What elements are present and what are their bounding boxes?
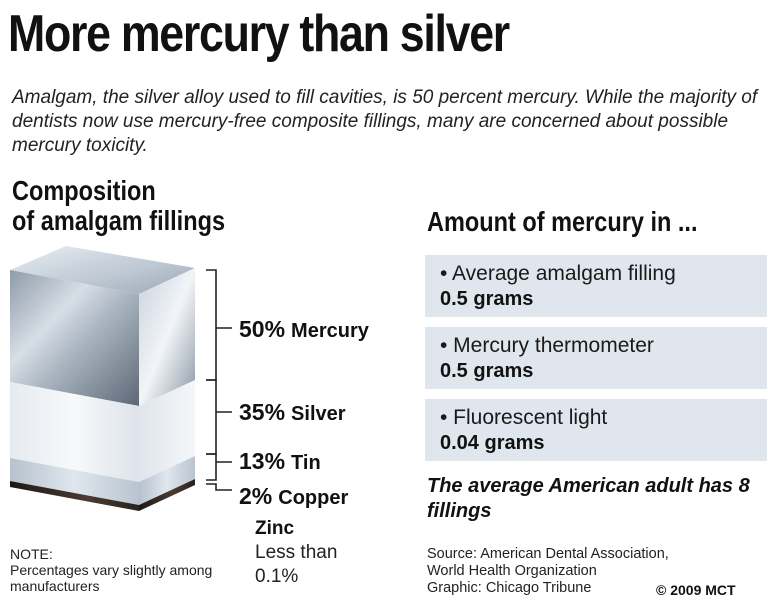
amount-item-value: 0.04 grams <box>440 432 545 454</box>
composition-heading-line2: of amalgam fillings <box>12 205 226 236</box>
mercury-name: Mercury <box>291 320 369 342</box>
amount-item-value: 0.5 grams <box>440 288 534 310</box>
mercury-percent: 50% <box>239 316 286 342</box>
zinc-value: Less than 0.1% <box>255 542 338 587</box>
graphic-credit: Graphic: Chicago Tribune <box>427 580 592 596</box>
cube-copper-layer-front <box>10 481 139 511</box>
silver-percent: 35% <box>239 399 286 425</box>
amount-item-label: • Mercury thermometer <box>440 334 654 357</box>
note-text: Percentages vary slightly among manufact… <box>10 562 213 594</box>
amount-item-label: • Fluorescent light <box>440 406 608 429</box>
tin-percent-label: 13% Tin <box>239 448 321 475</box>
source-line: World Health Organization <box>427 563 597 579</box>
zinc-label: Zinc <box>255 518 295 539</box>
composition-heading: Composition of amalgam fillings <box>12 176 225 236</box>
amount-card-thermometer: • Mercury thermometer 0.5 grams <box>425 327 767 389</box>
cube-tin-layer-front <box>10 458 139 505</box>
cube-top-face <box>10 246 195 294</box>
amalgam-cube-illustration <box>10 246 232 511</box>
silver-name: Silver <box>291 403 346 425</box>
amount-item-label: • Average amalgam filling <box>440 262 676 285</box>
mercury-percent-label: 50% Mercury <box>239 316 369 343</box>
tin-name: Tin <box>291 452 321 474</box>
note-block: NOTE: Percentages vary slightly among ma… <box>10 546 250 594</box>
average-fillings-note: The average American adult has 8 filling… <box>427 475 750 522</box>
amount-item-value: 0.5 grams <box>440 360 534 382</box>
amount-card-fluorescent: • Fluorescent light 0.04 grams <box>425 399 767 461</box>
cube-copper-layer-side <box>139 479 195 511</box>
cube-tin-layer-side <box>139 456 195 505</box>
cube-mercury-layer-front <box>10 270 139 406</box>
tin-percent: 13% <box>239 448 286 474</box>
source-line: Source: American Dental Association, <box>427 546 669 562</box>
copper-name: Copper <box>278 487 349 509</box>
copyright: © 2009 MCT <box>656 582 736 598</box>
cube-silver-layer-front <box>10 382 139 482</box>
layer-brackets <box>206 269 232 491</box>
copper-percent-label: 2% Copper <box>239 483 348 510</box>
copper-percent: 2% <box>239 483 273 509</box>
note-label: NOTE: <box>10 546 53 562</box>
amount-card-amalgam: • Average amalgam filling 0.5 grams <box>425 255 767 317</box>
source-block: Source: American Dental Association, Wor… <box>427 546 669 597</box>
amount-heading: Amount of mercury in ... <box>427 206 698 237</box>
page-title: More mercury than silver <box>8 5 510 63</box>
silver-percent-label: 35% Silver <box>239 399 346 426</box>
subtitle: Amalgam, the silver alloy used to fill c… <box>12 87 758 156</box>
composition-heading-line1: Composition <box>12 175 156 206</box>
cube-silver-layer-side <box>139 380 195 482</box>
cube-mercury-layer-side <box>139 268 195 406</box>
